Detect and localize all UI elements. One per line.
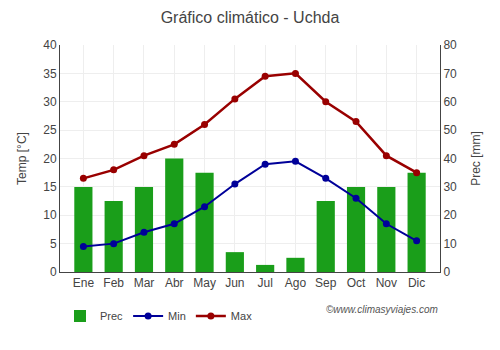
svg-text:5: 5 — [50, 237, 57, 251]
svg-text:10: 10 — [443, 237, 457, 251]
svg-text:Abr: Abr — [165, 276, 184, 290]
svg-text:Ene: Ene — [73, 276, 95, 290]
svg-text:Oct: Oct — [347, 276, 366, 290]
svg-text:10: 10 — [43, 208, 57, 222]
svg-text:25: 25 — [43, 123, 57, 137]
svg-text:Max: Max — [231, 310, 252, 322]
svg-text:©www.climasyviajes.com: ©www.climasyviajes.com — [326, 304, 438, 315]
svg-text:35: 35 — [43, 67, 57, 81]
svg-text:70: 70 — [443, 67, 457, 81]
svg-text:Jun: Jun — [225, 276, 244, 290]
svg-text:May: May — [193, 276, 216, 290]
svg-text:Temp [°C]: Temp [°C] — [15, 132, 29, 185]
svg-text:Gráfico climático - Uchda: Gráfico climático - Uchda — [161, 9, 340, 26]
svg-text:20: 20 — [43, 152, 57, 166]
svg-text:60: 60 — [443, 95, 457, 109]
svg-text:20: 20 — [443, 208, 457, 222]
svg-text:Sep: Sep — [315, 276, 337, 290]
svg-text:0: 0 — [50, 265, 57, 279]
svg-text:Ago: Ago — [285, 276, 307, 290]
svg-text:30: 30 — [43, 95, 57, 109]
svg-text:Dic: Dic — [408, 276, 425, 290]
svg-text:Feb: Feb — [103, 276, 124, 290]
svg-text:Prec [mm]: Prec [mm] — [469, 131, 483, 186]
svg-text:80: 80 — [443, 38, 457, 52]
svg-text:Min: Min — [168, 310, 186, 322]
svg-text:Nov: Nov — [376, 276, 397, 290]
svg-text:Prec: Prec — [100, 310, 123, 322]
svg-text:40: 40 — [43, 38, 57, 52]
svg-text:30: 30 — [443, 180, 457, 194]
svg-text:Jul: Jul — [257, 276, 272, 290]
svg-text:0: 0 — [443, 265, 450, 279]
svg-text:50: 50 — [443, 123, 457, 137]
svg-text:15: 15 — [43, 180, 57, 194]
svg-text:40: 40 — [443, 152, 457, 166]
svg-text:Mar: Mar — [134, 276, 155, 290]
